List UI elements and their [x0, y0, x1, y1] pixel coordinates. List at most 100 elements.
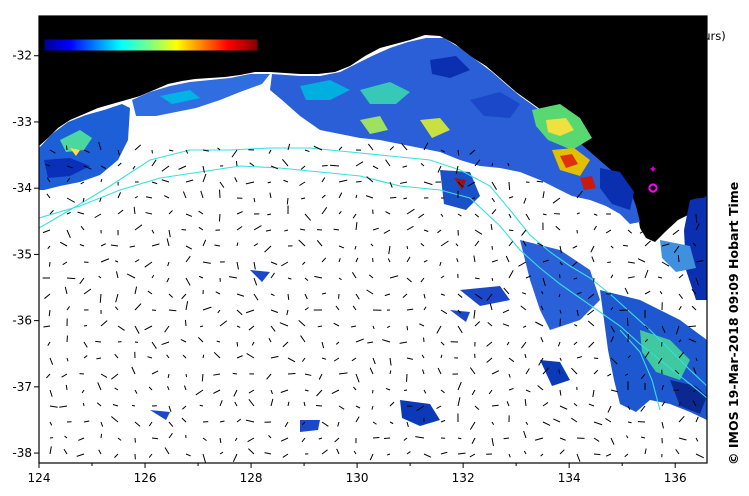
- velocity-arrow: [321, 194, 326, 199]
- velocity-arrow: [168, 229, 171, 238]
- velocity-arrow: [115, 271, 119, 279]
- velocity-arrow: [65, 384, 68, 391]
- velocity-arrow: [508, 196, 514, 199]
- velocity-arrow: [659, 291, 663, 295]
- gsla-contours: [39, 147, 707, 411]
- velocity-arrow: [418, 213, 425, 219]
- velocity-arrow: [369, 453, 374, 461]
- velocity-arrow: [253, 293, 259, 301]
- velocity-arrow: [147, 290, 153, 295]
- velocity-arrow: [455, 165, 459, 175]
- velocity-arrow: [66, 197, 76, 203]
- velocity-arrow: [523, 450, 527, 455]
- velocity-arrow: [388, 245, 391, 255]
- velocity-arrow: [219, 400, 223, 407]
- scale-arrow-icon: [608, 87, 634, 95]
- velocity-arrow: [268, 149, 272, 154]
- velocity-arrow: [399, 341, 408, 344]
- velocity-arrow: [469, 453, 476, 458]
- velocity-arrow: [236, 261, 239, 270]
- velocity-arrow: [100, 421, 104, 427]
- velocity-arrow: [151, 341, 157, 349]
- velocity-arrow: [491, 162, 494, 167]
- velocity-arrow: [202, 306, 212, 311]
- velocity-arrow: [406, 256, 411, 263]
- colorbar-ticks: 0 0.2 0.4 0.6 0.8 1: [40, 51, 262, 70]
- velocity-arrow: [236, 418, 242, 423]
- velocity-arrow: [383, 229, 391, 234]
- velocity-arrow: [421, 354, 425, 359]
- y-tick-label: -32: [12, 49, 32, 63]
- velocity-arrow: [321, 292, 327, 295]
- velocity-arrow: [576, 356, 583, 359]
- velocity-arrow: [369, 367, 374, 375]
- velocity-arrow: [506, 341, 510, 346]
- velocity-arrow: [423, 293, 426, 299]
- velocity-arrow: [247, 437, 255, 443]
- velocity-arrow: [627, 261, 635, 264]
- velocity-arrow: [202, 453, 206, 463]
- velocity-arrow: [523, 197, 527, 204]
- velocity-arrow: [236, 242, 239, 247]
- velocity-arrow: [287, 277, 292, 280]
- velocity-arrow: [287, 357, 296, 363]
- velocity-arrow: [671, 196, 680, 199]
- velocity-arrow: [270, 389, 273, 395]
- velocity-arrow: [406, 357, 414, 360]
- velocity-arrow: [367, 341, 374, 344]
- velocity-arrow: [219, 451, 224, 455]
- velocity-arrow: [144, 261, 153, 268]
- velocity-arrow: [534, 437, 544, 441]
- velocity-arrow: [98, 275, 102, 279]
- velocity-arrow: [117, 325, 125, 331]
- velocity-arrow: [692, 242, 697, 247]
- velocity-arrow: [675, 449, 680, 455]
- velocity-arrow: [62, 261, 68, 266]
- x-tick-label: 126: [134, 471, 157, 485]
- velocity-arrow: [66, 357, 69, 362]
- velocity-arrow: [161, 165, 170, 172]
- velocity-arrow: [47, 245, 51, 250]
- velocity-arrow: [457, 325, 463, 334]
- velocity-arrow: [151, 274, 155, 279]
- velocity-arrow: [403, 437, 408, 441]
- x-tick-label: 130: [346, 471, 369, 485]
- y-tick-label: -33: [12, 115, 32, 129]
- velocity-arrow: [474, 213, 480, 218]
- velocity-arrow: [406, 421, 409, 427]
- velocity-arrow: [304, 389, 309, 392]
- velocity-arrow: [164, 195, 170, 199]
- velocity-arrow: [302, 261, 306, 265]
- velocity-arrow: [353, 386, 357, 391]
- velocity-arrow: [65, 145, 68, 151]
- velocity-arrow: [59, 241, 68, 247]
- sst-swaths: [39, 38, 707, 432]
- velocity-arrow: [178, 165, 187, 170]
- velocity-arrow: [76, 453, 85, 457]
- glider-marker-icon: ✦: [648, 163, 657, 176]
- velocity-arrow: [270, 272, 275, 279]
- velocity-arrow: [553, 418, 561, 423]
- velocity-arrow: [49, 357, 54, 365]
- velocity-arrow: [522, 240, 527, 247]
- velocity-arrow: [321, 357, 327, 360]
- velocity-arrow: [49, 389, 53, 397]
- velocity-arrow: [610, 274, 614, 279]
- velocity-arrow: [66, 229, 71, 238]
- velocity-arrow: [457, 437, 462, 440]
- velocity-arrow: [678, 339, 682, 343]
- velocity-arrow: [66, 211, 71, 215]
- velocity-arrow: [693, 367, 697, 375]
- velocity-arrow: [386, 325, 391, 329]
- velocity-arrow: [270, 261, 278, 265]
- velocity-arrow: [355, 416, 360, 423]
- velocity-arrow: [436, 325, 442, 334]
- velocity-arrow: [558, 293, 561, 298]
- velocity-arrow: [216, 340, 221, 343]
- velocity-arrow: [321, 421, 329, 427]
- velocity-arrow: [338, 192, 343, 199]
- velocity-arrow: [695, 149, 703, 154]
- velocity-arrow: [661, 325, 666, 333]
- velocity-arrow: [440, 451, 448, 455]
- velocity-arrow: [46, 177, 51, 183]
